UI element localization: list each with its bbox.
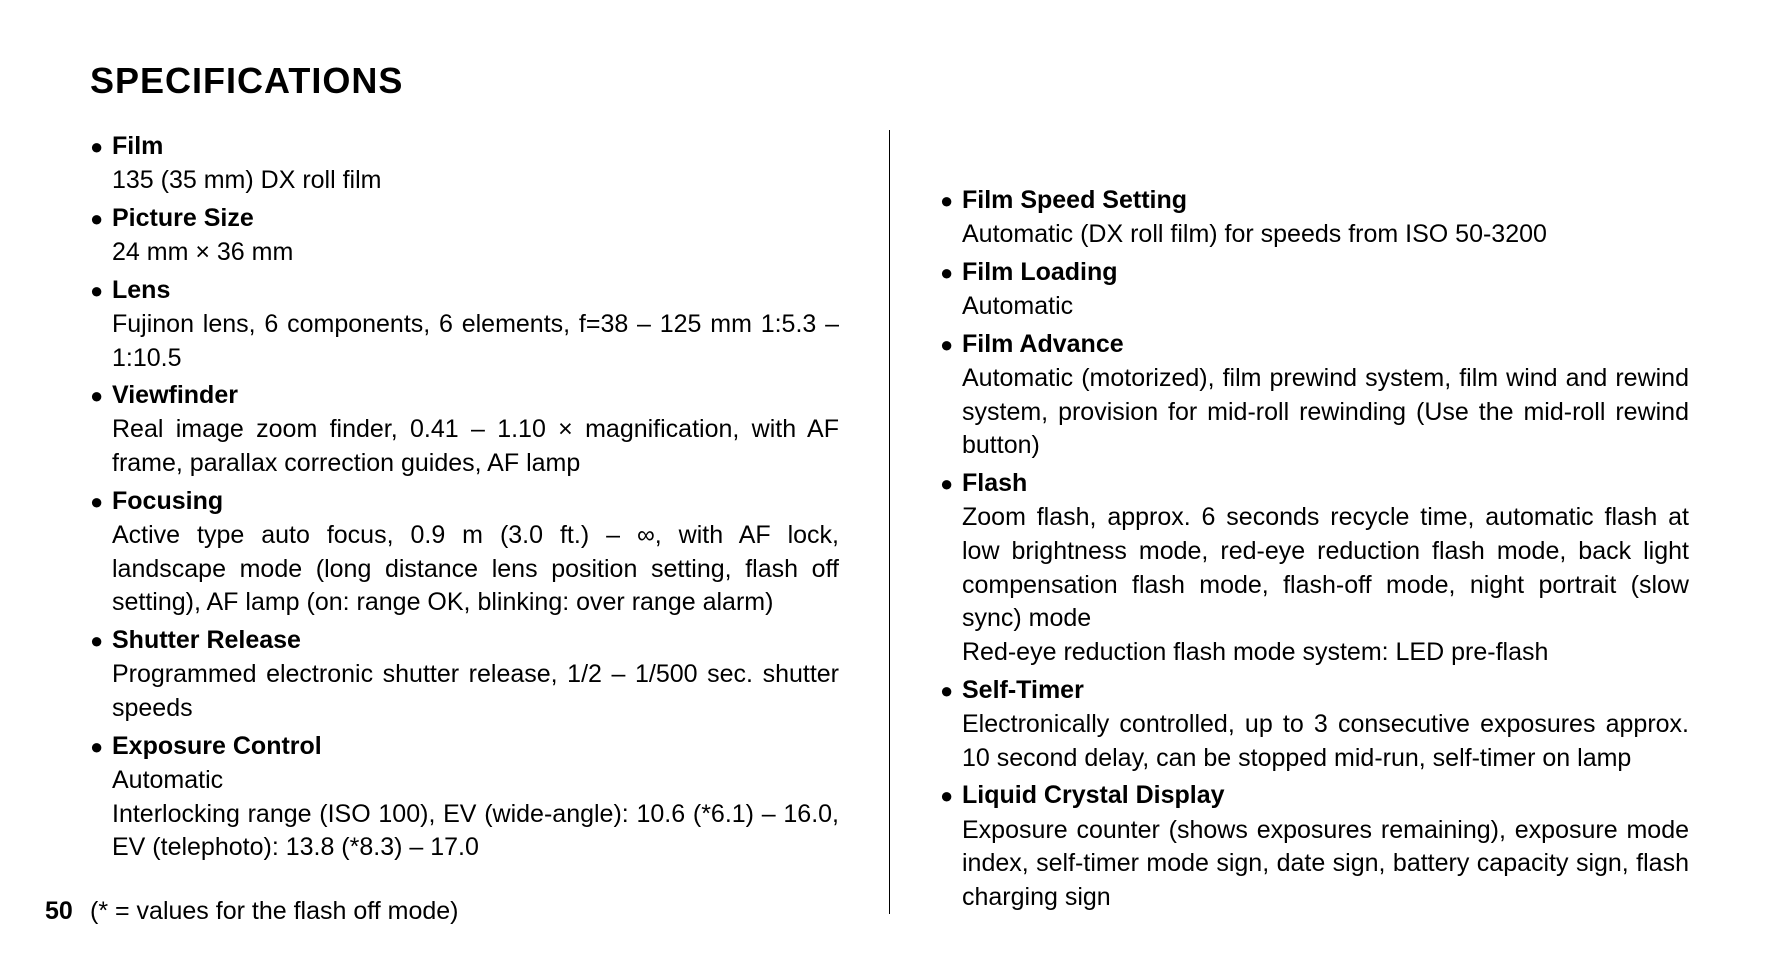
spec-body: Fujinon lens, 6 components, 6 elements, … [90, 308, 839, 376]
page: SPECIFICATIONS ●Film135 (35 mm) DX roll … [0, 0, 1779, 954]
spec-label: Self-Timer [962, 674, 1689, 708]
bullet-icon: ● [940, 467, 962, 501]
spec-body: Active type auto focus, 0.9 m (3.0 ft.) … [90, 519, 839, 620]
spec-label: Viewfinder [112, 379, 839, 413]
spec-body: Automatic (motorized), film prewind syst… [940, 362, 1689, 463]
spec-label: Film Speed Setting [962, 184, 1689, 218]
spec-item: ●Liquid Crystal DisplayExposure counter … [940, 779, 1689, 914]
spec-label: Exposure Control [112, 730, 839, 764]
spec-body: AutomaticInterlocking range (ISO 100), E… [90, 764, 839, 865]
spec-body: 24 mm × 36 mm [90, 236, 839, 270]
spec-head: ●Viewfinder [90, 379, 839, 413]
bullet-icon: ● [940, 674, 962, 708]
spec-item: ●Film AdvanceAutomatic (motorized), film… [940, 328, 1689, 463]
spec-body: Zoom flash, approx. 6 seconds recycle ti… [940, 501, 1689, 670]
bullet-icon: ● [90, 485, 112, 519]
spec-item: ●Self-TimerElectronically controlled, up… [940, 674, 1689, 776]
spec-item: ●Film135 (35 mm) DX roll film [90, 130, 839, 198]
spec-label: Lens [112, 274, 839, 308]
spec-label: Focusing [112, 485, 839, 519]
spec-item: ●Film Speed SettingAutomatic (DX roll fi… [940, 184, 1689, 252]
spec-head: ●Film [90, 130, 839, 164]
spec-body: Real image zoom finder, 0.41 – 1.10 × ma… [90, 413, 839, 481]
spec-item: ●FocusingActive type auto focus, 0.9 m (… [90, 485, 839, 620]
page-title: SPECIFICATIONS [90, 60, 1689, 102]
spec-head: ●Film Loading [940, 256, 1689, 290]
spec-item: ●FlashZoom flash, approx. 6 seconds recy… [940, 467, 1689, 670]
spec-item: ●Picture Size24 mm × 36 mm [90, 202, 839, 270]
page-number: 50 [45, 897, 73, 926]
spec-head: ●Shutter Release [90, 624, 839, 658]
bullet-icon: ● [940, 328, 962, 362]
spec-body: Exposure counter (shows exposures remain… [940, 814, 1689, 915]
bullet-icon: ● [940, 184, 962, 218]
spec-body: Automatic [940, 290, 1689, 324]
spec-item: ●Film LoadingAutomatic [940, 256, 1689, 324]
bullet-icon: ● [90, 379, 112, 413]
spec-head: ●Film Speed Setting [940, 184, 1689, 218]
spec-label: Picture Size [112, 202, 839, 236]
spec-body: 135 (35 mm) DX roll film [90, 164, 839, 198]
spec-head: ●Self-Timer [940, 674, 1689, 708]
spec-item: ●LensFujinon lens, 6 components, 6 eleme… [90, 274, 839, 376]
spec-label: Liquid Crystal Display [962, 779, 1689, 813]
footnote: (* = values for the flash off mode) [90, 897, 458, 926]
spec-head: ●Lens [90, 274, 839, 308]
spec-body: Electronically controlled, up to 3 conse… [940, 708, 1689, 776]
columns-container: ●Film135 (35 mm) DX roll film●Picture Si… [90, 130, 1689, 914]
bullet-icon: ● [940, 779, 962, 813]
spec-label: Film Advance [962, 328, 1689, 362]
bullet-icon: ● [90, 730, 112, 764]
bullet-icon: ● [90, 202, 112, 236]
left-column: ●Film135 (35 mm) DX roll film●Picture Si… [90, 130, 889, 914]
spec-head: ●Flash [940, 467, 1689, 501]
spec-item: ●ViewfinderReal image zoom finder, 0.41 … [90, 379, 839, 481]
spec-body: Programmed electronic shutter release, 1… [90, 658, 839, 726]
spec-head: ●Focusing [90, 485, 839, 519]
spec-head: ●Picture Size [90, 202, 839, 236]
right-column: ●Film Speed SettingAutomatic (DX roll fi… [890, 130, 1689, 914]
spec-head: ●Exposure Control [90, 730, 839, 764]
spec-item: ●Shutter ReleaseProgrammed electronic sh… [90, 624, 839, 726]
spec-item: ●Exposure ControlAutomaticInterlocking r… [90, 730, 839, 865]
spec-body: Automatic (DX roll film) for speeds from… [940, 218, 1689, 252]
bullet-icon: ● [90, 130, 112, 164]
spec-label: Shutter Release [112, 624, 839, 658]
spec-label: Film Loading [962, 256, 1689, 290]
spec-label: Flash [962, 467, 1689, 501]
bullet-icon: ● [940, 256, 962, 290]
spec-head: ●Film Advance [940, 328, 1689, 362]
bullet-icon: ● [90, 274, 112, 308]
spec-head: ●Liquid Crystal Display [940, 779, 1689, 813]
spec-label: Film [112, 130, 839, 164]
bullet-icon: ● [90, 624, 112, 658]
